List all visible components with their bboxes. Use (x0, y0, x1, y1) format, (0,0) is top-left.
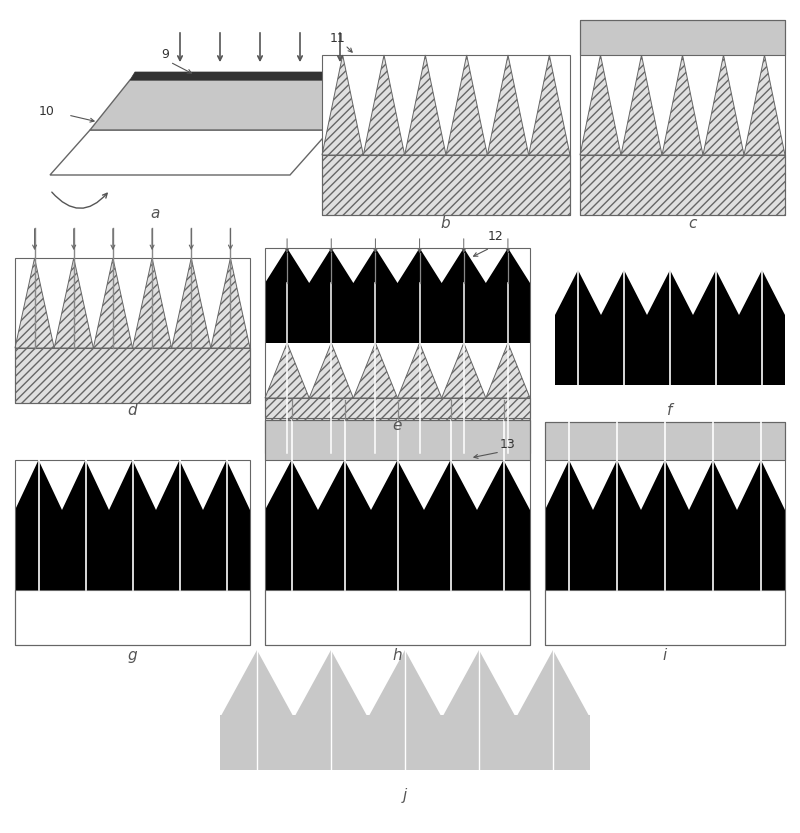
Polygon shape (265, 590, 530, 645)
Polygon shape (90, 80, 370, 130)
Polygon shape (220, 715, 590, 770)
Polygon shape (486, 343, 530, 398)
Polygon shape (641, 460, 689, 510)
Polygon shape (371, 460, 424, 510)
Polygon shape (265, 283, 530, 343)
Polygon shape (265, 248, 309, 283)
Polygon shape (442, 248, 486, 283)
Polygon shape (62, 460, 109, 510)
Polygon shape (322, 55, 363, 155)
Polygon shape (446, 55, 487, 155)
Text: i: i (663, 648, 667, 663)
Text: d: d (127, 403, 137, 418)
Text: a: a (150, 206, 160, 221)
Polygon shape (739, 270, 785, 315)
Polygon shape (15, 348, 250, 403)
Text: 13: 13 (500, 438, 516, 451)
Polygon shape (211, 258, 250, 348)
Polygon shape (203, 460, 250, 510)
Text: 12: 12 (488, 230, 504, 243)
Polygon shape (693, 270, 739, 315)
Polygon shape (15, 590, 250, 645)
Polygon shape (265, 343, 530, 398)
Polygon shape (662, 55, 703, 155)
Polygon shape (703, 55, 744, 155)
Polygon shape (354, 343, 398, 398)
Polygon shape (130, 72, 375, 80)
Polygon shape (424, 460, 477, 510)
Polygon shape (737, 460, 785, 510)
Polygon shape (363, 55, 405, 155)
Polygon shape (580, 20, 785, 55)
Polygon shape (354, 248, 398, 283)
Polygon shape (15, 460, 62, 510)
Polygon shape (15, 258, 250, 348)
Text: f: f (667, 403, 673, 418)
Text: c: c (688, 216, 696, 231)
Polygon shape (15, 258, 54, 348)
Text: h: h (392, 648, 402, 663)
Polygon shape (265, 343, 309, 398)
Text: 11: 11 (330, 32, 346, 45)
Polygon shape (50, 130, 330, 175)
Polygon shape (398, 343, 442, 398)
Polygon shape (265, 420, 530, 460)
Polygon shape (222, 650, 293, 715)
Polygon shape (518, 650, 589, 715)
Polygon shape (545, 422, 785, 460)
Polygon shape (109, 460, 156, 510)
Polygon shape (529, 55, 570, 155)
Polygon shape (580, 55, 621, 155)
Polygon shape (487, 55, 529, 155)
Polygon shape (744, 55, 785, 155)
Polygon shape (156, 460, 203, 510)
Polygon shape (689, 460, 737, 510)
Polygon shape (545, 590, 785, 645)
Polygon shape (133, 258, 172, 348)
Polygon shape (580, 155, 785, 215)
Polygon shape (265, 510, 530, 590)
Polygon shape (94, 258, 133, 348)
Polygon shape (295, 650, 366, 715)
Text: 10: 10 (39, 105, 55, 118)
Polygon shape (370, 650, 441, 715)
Text: e: e (392, 418, 402, 433)
Polygon shape (601, 270, 647, 315)
Polygon shape (545, 460, 593, 510)
Polygon shape (54, 258, 94, 348)
Polygon shape (405, 55, 446, 155)
Text: j: j (403, 788, 407, 803)
Polygon shape (318, 460, 371, 510)
Text: 9: 9 (161, 48, 169, 61)
Polygon shape (593, 460, 641, 510)
Polygon shape (265, 398, 530, 453)
Polygon shape (545, 510, 785, 590)
Polygon shape (486, 248, 530, 283)
Polygon shape (309, 248, 354, 283)
Polygon shape (555, 315, 785, 385)
Polygon shape (555, 270, 601, 315)
Polygon shape (15, 510, 250, 590)
Polygon shape (265, 460, 318, 510)
Polygon shape (443, 650, 514, 715)
Polygon shape (322, 55, 570, 155)
Polygon shape (477, 460, 530, 510)
Polygon shape (647, 270, 693, 315)
Polygon shape (398, 248, 442, 283)
Polygon shape (172, 258, 211, 348)
Polygon shape (309, 343, 354, 398)
Polygon shape (442, 343, 486, 398)
Text: b: b (440, 216, 450, 231)
Polygon shape (322, 155, 570, 215)
Text: g: g (127, 648, 137, 663)
Polygon shape (580, 55, 785, 155)
Polygon shape (621, 55, 662, 155)
